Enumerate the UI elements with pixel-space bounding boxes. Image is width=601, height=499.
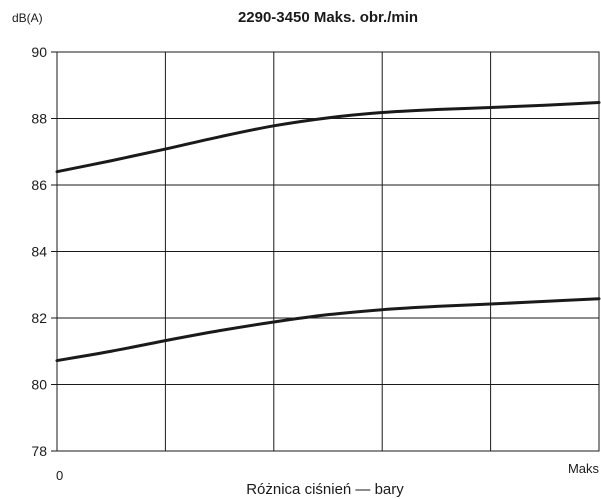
y-tick-label: 82 bbox=[31, 310, 47, 326]
series-line-1 bbox=[55, 101, 601, 174]
chart-title: 2290-3450 Maks. obr./min bbox=[238, 9, 418, 26]
y-tick-label: 78 bbox=[31, 443, 47, 459]
y-tick-labels: 78 80 82 84 86 88 90 bbox=[31, 44, 57, 459]
y-tick-label: 90 bbox=[31, 44, 47, 60]
y-tick-label: 88 bbox=[31, 111, 47, 127]
x-axis-label: Różnica ciśnień — bary bbox=[246, 481, 404, 498]
grid-layer bbox=[56, 51, 600, 452]
y-axis-unit-label: dB(A) bbox=[12, 11, 43, 25]
x-tick-label-min: 0 bbox=[56, 468, 63, 483]
series-line-2 bbox=[55, 297, 601, 363]
y-tick-label: 80 bbox=[31, 377, 47, 393]
x-tick-label-max: Maks bbox=[568, 461, 600, 476]
y-tick-label: 84 bbox=[31, 244, 47, 260]
y-tick-label: 86 bbox=[31, 177, 47, 193]
series-layer bbox=[55, 101, 601, 363]
